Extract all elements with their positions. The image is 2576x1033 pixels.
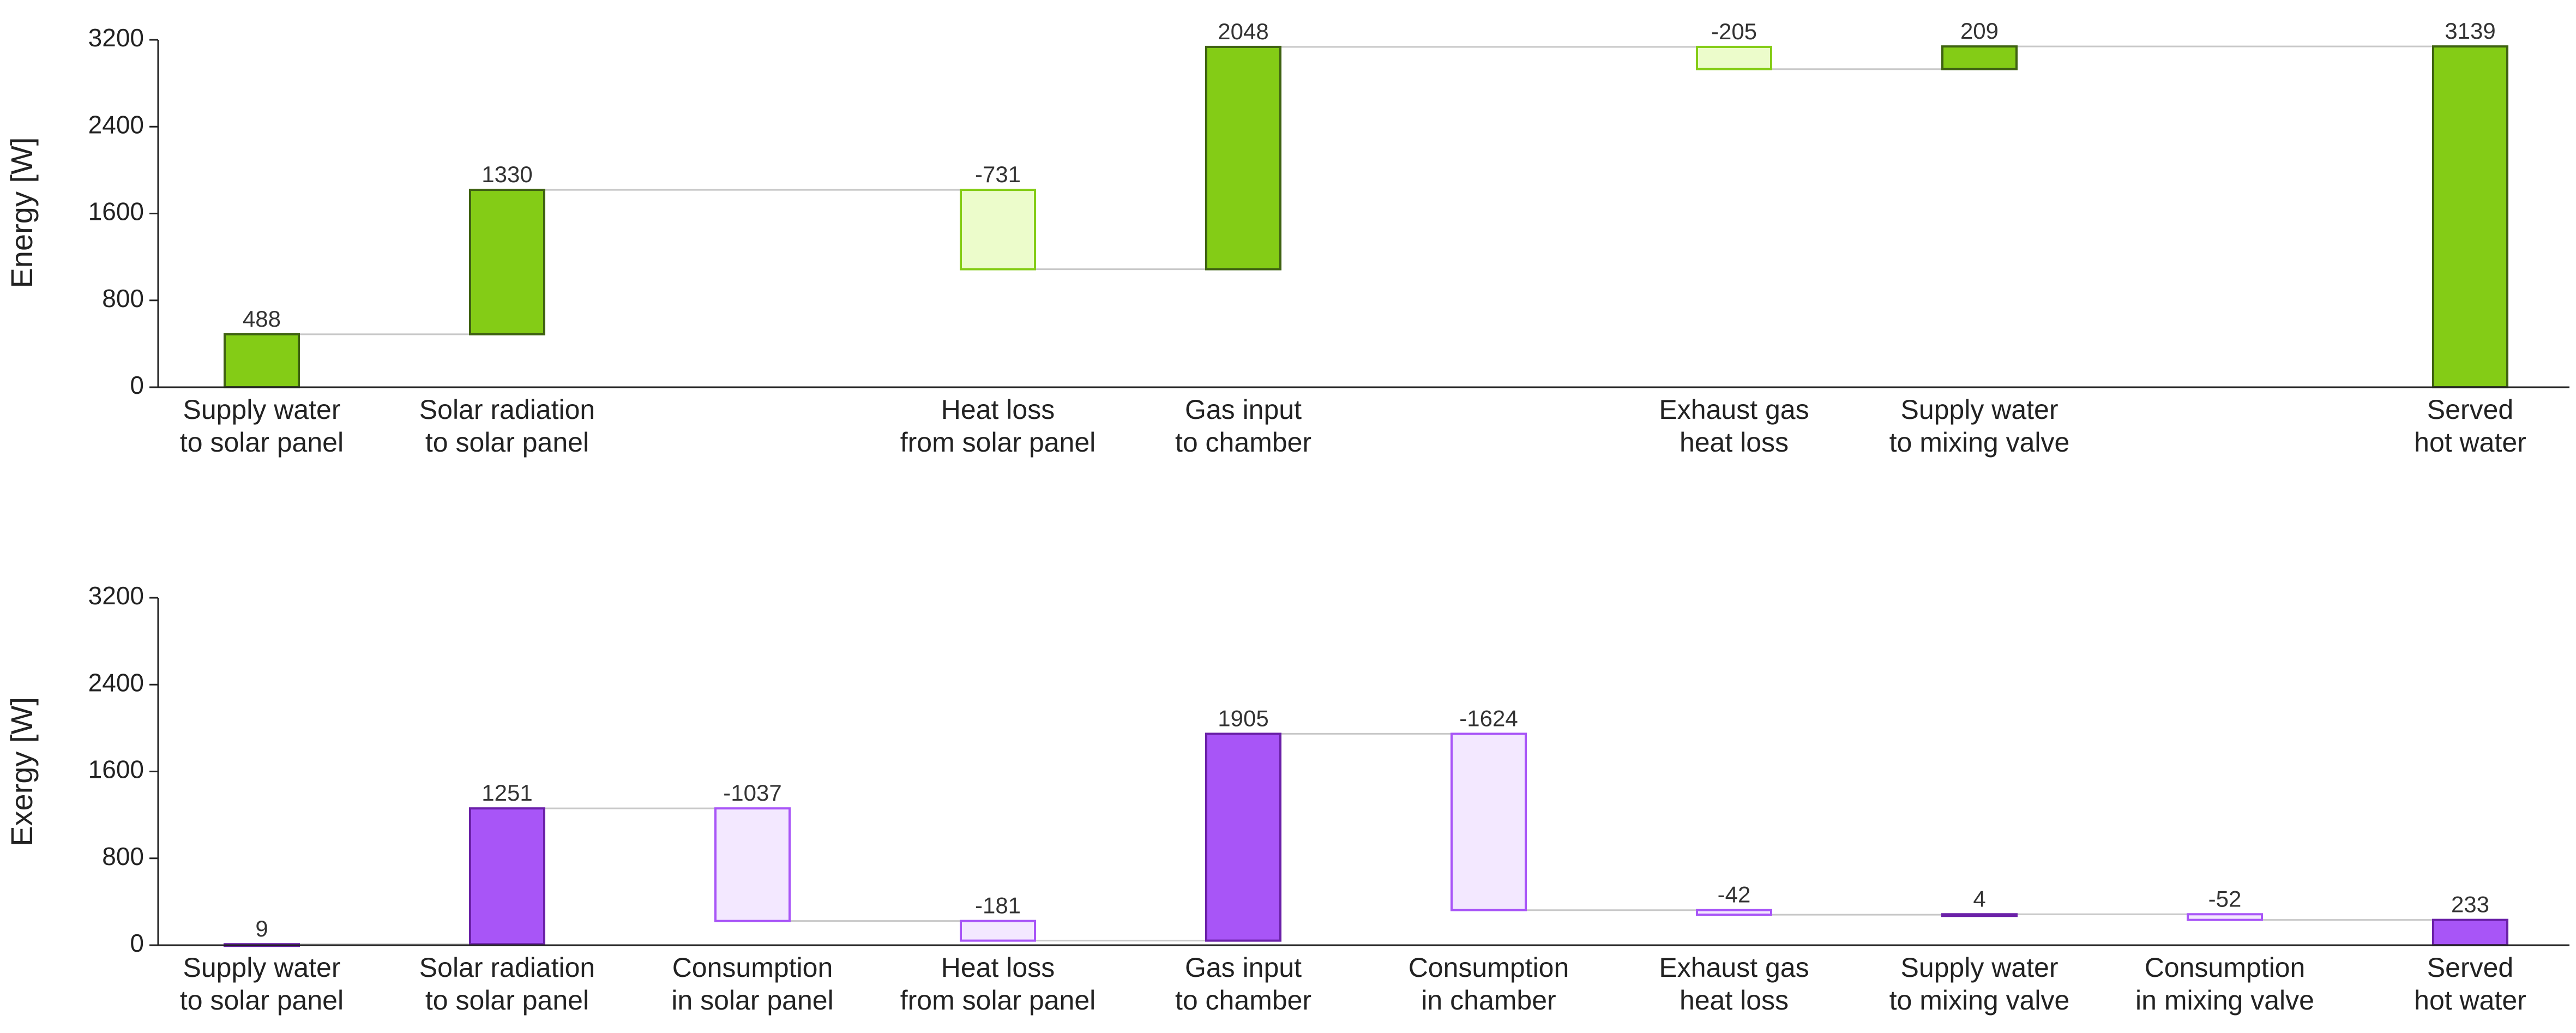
category-label-1-1-line1: Solar radiation: [419, 952, 595, 983]
bar-1-7: [1941, 913, 2018, 917]
category-label-1-6-line2: heat loss: [1680, 985, 1789, 1016]
bar-1-9: [2432, 918, 2508, 946]
value-label-1-5: -1624: [1459, 705, 1518, 731]
y-tick-label-1-3: 2400: [88, 668, 144, 696]
bar-0-6: [1696, 45, 1772, 70]
bar-0-3: [960, 189, 1036, 271]
category-label-0-3-line2: from solar panel: [900, 427, 1096, 458]
bar-1-3: [960, 920, 1036, 942]
y-tick-label-1-1: 800: [102, 842, 144, 870]
category-label-1-6-line1: Exhaust gas: [1659, 952, 1809, 983]
category-label-1-5-line1: Consumption: [1409, 952, 1569, 983]
y-axis-title-0: Energy [W]: [4, 137, 39, 289]
category-label-0-4-line2: to chamber: [1175, 427, 1311, 458]
category-label-1-0-line2: to solar panel: [180, 985, 344, 1016]
category-label-0-6-line1: Exhaust gas: [1659, 394, 1809, 425]
category-label-0-7-line1: Supply water: [1900, 394, 2058, 425]
bar-1-4: [1205, 732, 1281, 942]
value-label-1-1: 1251: [482, 780, 532, 806]
category-label-0-0-line1: Supply water: [183, 394, 340, 425]
bar-1-1: [469, 807, 545, 946]
bar-1-6: [1696, 909, 1772, 916]
value-label-1-4: 1905: [1218, 705, 1268, 731]
category-label-1-5-line2: in chamber: [1421, 985, 1556, 1016]
category-label-1-8-line1: Consumption: [2145, 952, 2306, 983]
category-label-1-2-line1: Consumption: [672, 952, 833, 983]
category-label-0-1-line1: Solar radiation: [419, 394, 595, 425]
category-label-0-7-line2: to mixing valve: [1889, 427, 2070, 458]
bar-0-4: [1205, 45, 1281, 271]
category-label-1-3-line1: Heat loss: [941, 952, 1055, 983]
bar-0-7: [1941, 45, 2018, 70]
y-tick-label-0-0: 0: [130, 371, 144, 399]
value-label-1-6: -42: [1718, 882, 1751, 908]
y-tick-label-0-2: 1600: [88, 197, 144, 226]
value-label-1-2: -1037: [723, 780, 781, 806]
y-tick-label-1-4: 3200: [88, 581, 144, 610]
y-axis-title-1: Exergy [W]: [4, 697, 39, 846]
category-label-1-8-line2: in mixing valve: [2135, 985, 2314, 1016]
bar-0-0: [224, 333, 300, 388]
category-label-1-7-line1: Supply water: [1900, 952, 2058, 983]
value-label-0-6: -205: [1711, 19, 1757, 44]
category-label-1-9-line1: Served: [2427, 952, 2513, 983]
y-tick-label-1-0: 0: [130, 929, 144, 957]
value-label-0-4: 2048: [1218, 19, 1268, 44]
value-label-0-9: 3139: [2445, 18, 2495, 44]
category-label-1-4-line2: to chamber: [1175, 985, 1311, 1016]
value-label-1-8: -52: [2208, 886, 2242, 911]
value-label-1-3: -181: [975, 893, 1021, 918]
value-label-0-0: 488: [243, 306, 281, 332]
bar-1-8: [2187, 913, 2263, 921]
bar-1-5: [1450, 732, 1527, 911]
y-tick-label-0-1: 800: [102, 284, 144, 313]
category-label-1-4-line1: Gas input: [1185, 952, 1302, 983]
category-label-1-7-line2: to mixing valve: [1889, 985, 2070, 1016]
value-label-1-7: 4: [1973, 886, 1985, 911]
category-label-0-4-line1: Gas input: [1185, 394, 1302, 425]
value-label-1-0: 9: [255, 916, 268, 941]
category-label-0-9-line2: hot water: [2414, 427, 2526, 458]
y-tick-label-0-4: 3200: [88, 23, 144, 52]
category-label-1-1-line2: to solar panel: [425, 985, 589, 1016]
category-label-1-2-line2: in solar panel: [671, 985, 833, 1016]
bar-0-9: [2432, 45, 2508, 388]
value-label-1-9: 233: [2451, 892, 2489, 917]
value-label-0-7: 209: [1960, 18, 1999, 44]
category-label-0-3-line1: Heat loss: [941, 394, 1055, 425]
value-label-0-1: 1330: [482, 161, 532, 187]
value-label-0-3: -731: [975, 161, 1021, 187]
category-label-1-9-line2: hot water: [2414, 985, 2526, 1016]
y-tick-label-0-3: 2400: [88, 110, 144, 139]
bar-1-2: [714, 807, 791, 922]
bar-0-1: [469, 189, 545, 335]
category-label-0-0-line2: to solar panel: [180, 427, 344, 458]
y-tick-label-1-2: 1600: [88, 755, 144, 784]
category-label-1-3-line2: from solar panel: [900, 985, 1096, 1016]
category-label-0-1-line2: to solar panel: [425, 427, 589, 458]
category-label-0-9-line1: Served: [2427, 394, 2513, 425]
category-label-1-0-line1: Supply water: [183, 952, 340, 983]
category-label-0-6-line2: heat loss: [1680, 427, 1789, 458]
